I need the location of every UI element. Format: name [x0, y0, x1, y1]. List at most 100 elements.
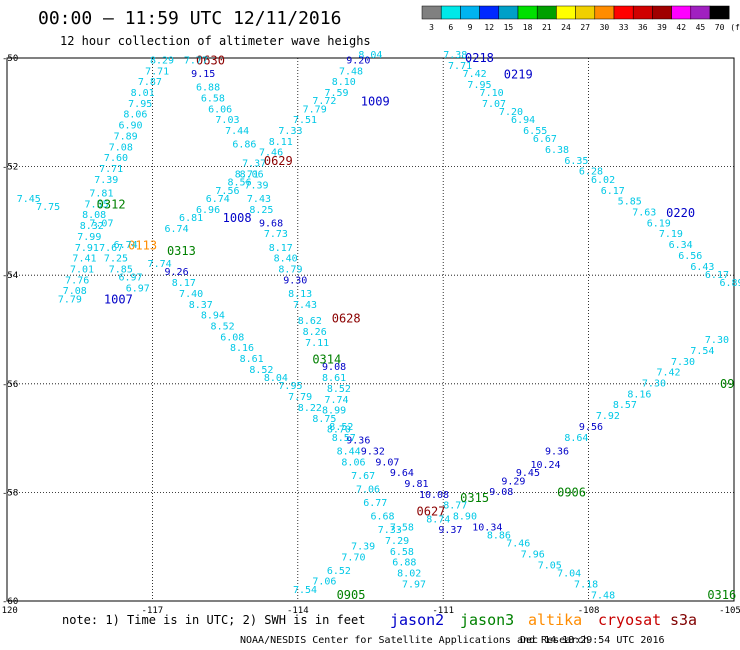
swh-value: 7.42: [656, 368, 680, 379]
swh-value: 7.39: [94, 175, 118, 186]
map-subtitle: 12 hour collection of altimeter wave hei…: [60, 34, 371, 48]
swh-value: 7.91: [75, 243, 99, 254]
satellite-name-altika: altika: [528, 611, 582, 629]
swh-value: 7.10: [480, 88, 504, 99]
swh-value: 9.37: [438, 525, 462, 536]
swh-value: 6.02: [591, 175, 615, 186]
legend-label: 9: [468, 23, 473, 32]
swh-value: 9.36: [545, 446, 569, 457]
legend-label: 3: [429, 23, 434, 32]
pass-time-label: 1007: [104, 293, 133, 307]
satellite-name-jason3: jason3: [460, 611, 514, 629]
legend-label: 30: [600, 23, 610, 32]
swh-value: 9.30: [283, 275, 307, 286]
latitude-label: -54: [2, 271, 18, 281]
swh-value: 8.02: [397, 569, 421, 580]
swh-value: 9.45: [516, 468, 540, 479]
swh-value: 7.06: [312, 577, 336, 588]
swh-value: 7.20: [499, 107, 523, 118]
swh-value: 9.56: [579, 422, 603, 433]
swh-value: 8.17: [269, 243, 293, 254]
swh-value: 7.07: [482, 99, 506, 110]
swh-value: 8.29: [150, 55, 174, 66]
swh-value: 7.71: [145, 66, 169, 77]
longitude-label: -105: [719, 606, 740, 616]
legend-label: 24: [561, 23, 571, 32]
legend-swatch: [652, 5, 672, 20]
longitude-label: -114: [287, 606, 309, 616]
swh-value: 8.74: [426, 514, 450, 525]
swh-value: 8.11: [269, 137, 293, 148]
lat-lon-grid: [7, 58, 734, 601]
swh-value: 7.67: [99, 243, 123, 254]
legend-label: 27: [580, 23, 590, 32]
track-0629: 7.77 9.15 6.886.586.067.037.44 6.86 8.067.39…: [184, 55, 329, 348]
pass-time-label: 0629: [264, 154, 293, 168]
swh-value: 7.95: [278, 381, 302, 392]
swh-value: 6.06: [208, 104, 232, 115]
legend-swatch: [517, 5, 538, 20]
legend-swatch: [690, 5, 711, 20]
swh-value: 7.85: [109, 264, 133, 275]
swh-value: 7.39: [351, 541, 375, 552]
pass-time-label: 0220: [666, 206, 695, 220]
swh-value: 7.48: [339, 66, 363, 77]
swh-value: 8.25: [249, 205, 273, 216]
swh-value: 7.33: [378, 525, 402, 536]
pass-time-label: 0628: [332, 312, 361, 326]
swh-value: 7.30: [642, 379, 666, 390]
pass-time-label: 0627: [417, 504, 446, 518]
swh-value: 9.81: [404, 479, 428, 490]
swh-value: 9.36: [346, 436, 370, 447]
swh-value: 8.16: [230, 343, 254, 354]
swh-value: 6.90: [118, 121, 142, 132]
plot-frame: [6, 57, 735, 602]
swh-value: 7.71: [99, 164, 123, 175]
legend-label: 33: [619, 23, 629, 32]
swh-value: 7.81: [89, 188, 113, 199]
legend-swatch: [460, 5, 480, 20]
legend-label: 6: [448, 23, 453, 32]
swh-value: 8.75: [312, 414, 336, 425]
swh-value: 8.57: [613, 400, 637, 411]
swh-value: 6.97: [126, 283, 150, 294]
swh-value: 7.75: [36, 202, 60, 213]
swh-value: 7.46: [259, 148, 283, 159]
legend-label: 36: [638, 23, 648, 32]
swh-value: 8.32: [80, 221, 104, 232]
legend-label: 15: [504, 23, 514, 32]
credit-text: NOAA/NESDIS Center for Satellite Applica…: [240, 635, 589, 646]
swh-value: 6.81: [179, 213, 203, 224]
swh-value: 9.64: [390, 468, 414, 479]
latitude-label: -50: [2, 54, 18, 64]
swh-value: 7.08: [109, 142, 133, 153]
track-0314: 9.088.618.527.748.998.528.578.448.067.67…: [312, 352, 426, 590]
track-0218: 7.387.717.427.957.107.077.206.946.556.67…: [443, 50, 740, 289]
swh-value: 7.54: [293, 585, 317, 596]
swh-value: 6.89: [719, 278, 740, 289]
swh-value: 7.06: [356, 484, 380, 495]
swh-value: 6.56: [678, 251, 702, 262]
swh-value: 8.37: [189, 300, 213, 311]
swh-value: 6.74: [206, 194, 230, 205]
swh-value: 7.11: [305, 338, 329, 349]
swh-value: 8.17: [172, 278, 196, 289]
axis-labels: -120 -117 -114 -111 -108 -105 -50 -52 -54 -56 -58 -…: [0, 54, 740, 616]
longitude-label: -111: [432, 606, 454, 616]
swh-value: 7.44: [225, 126, 249, 137]
swh-value: 8.10: [332, 77, 356, 88]
swh-value: 7.54: [690, 346, 714, 357]
swh-value: 6.34: [669, 240, 693, 251]
swh-value: 8.71: [235, 169, 259, 180]
pass-time-label: 09: [720, 377, 734, 391]
track-0113: 0113: [128, 238, 157, 252]
swh-value: 6.58: [201, 93, 225, 104]
legend-unit: (ft): [730, 23, 740, 32]
swh-value: 6.28: [579, 167, 603, 178]
swh-value: 7.29: [385, 536, 409, 547]
swh-value: 7.43: [247, 194, 271, 205]
pass-time-label: 0905: [337, 588, 366, 602]
swh-value: 6.74: [165, 224, 189, 235]
swh-value: 9.07: [375, 457, 399, 468]
